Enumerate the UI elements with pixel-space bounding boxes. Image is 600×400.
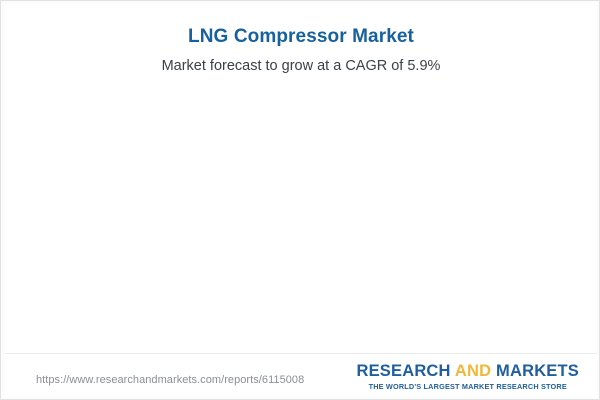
logo-word-markets: MARKETS [496, 362, 579, 380]
research-and-markets-logo[interactable]: RESEARCH AND MARKETS THE WORLD'S LARGEST… [356, 362, 579, 392]
footer-divider [5, 353, 597, 354]
chart-card: LNG Compressor Market Market forecast to… [5, 5, 597, 397]
logo-word-and: AND [454, 362, 492, 380]
logo-word-research: RESEARCH [356, 362, 451, 380]
logo-tagline: THE WORLD'S LARGEST MARKET RESEARCH STOR… [368, 382, 567, 392]
plot-area: USD 14.62 Billion [5, 5, 597, 353]
chart-title: LNG Compressor Market [188, 26, 414, 47]
logo-wordmark: RESEARCH AND MARKETS [356, 362, 579, 380]
chart-subtitle: Market forecast to grow at a CAGR of 5.9… [161, 58, 441, 74]
report-url-link[interactable]: https://www.researchandmarkets.com/repor… [36, 374, 305, 386]
